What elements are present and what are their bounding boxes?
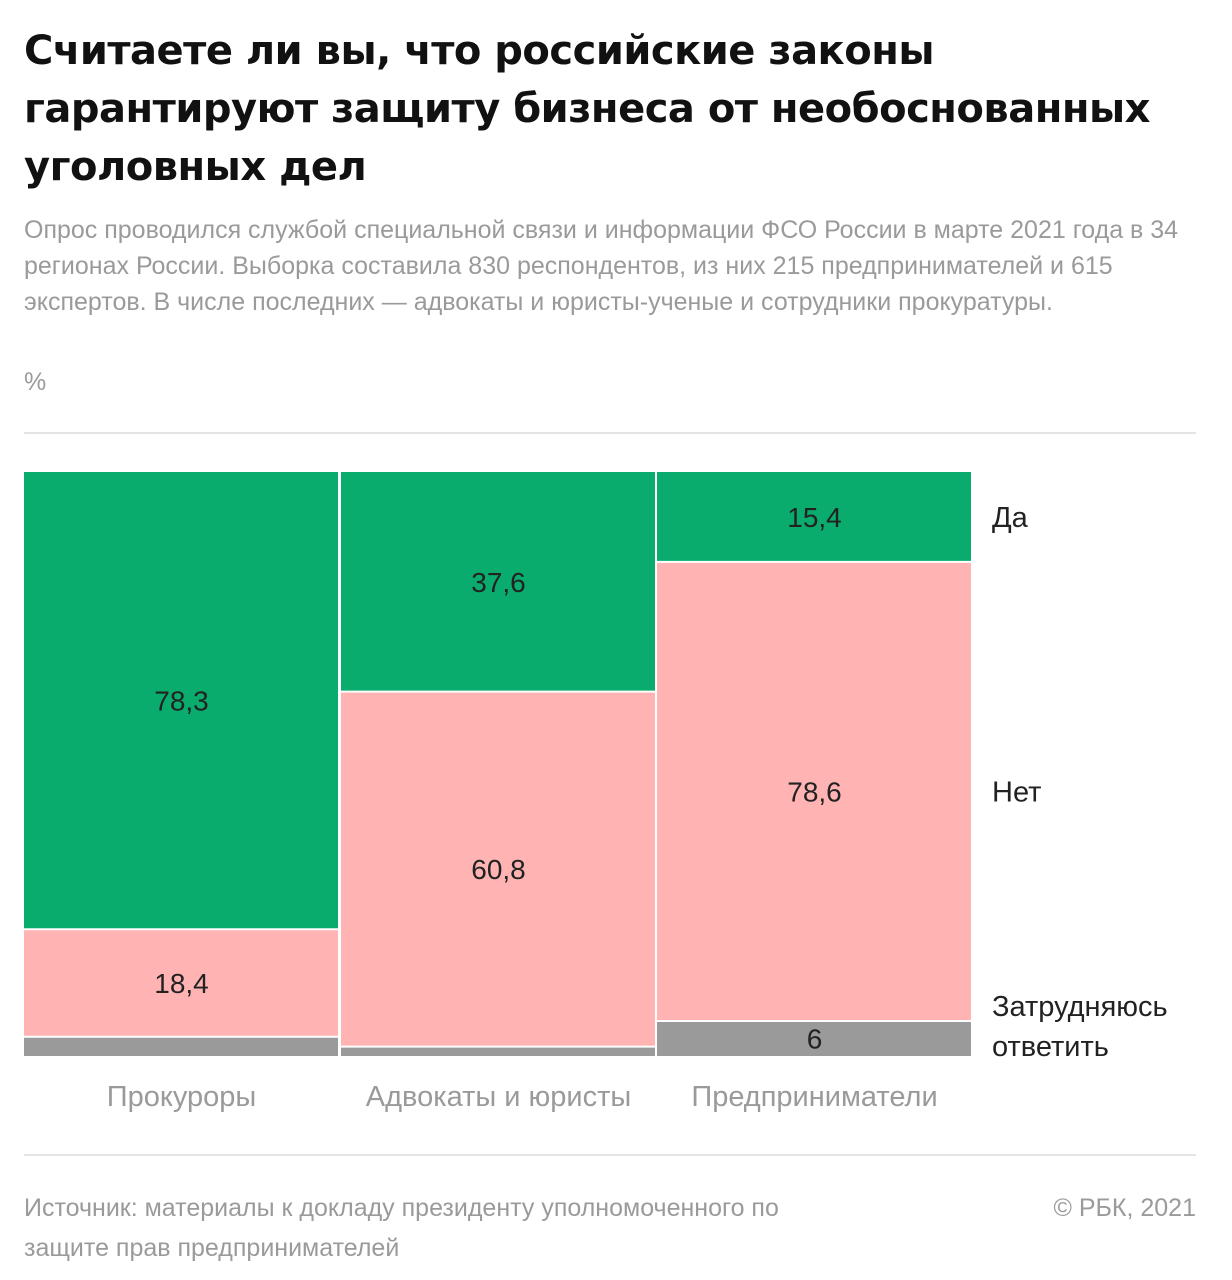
data-label: 78,3 (154, 686, 209, 717)
source-note: Источник: материалы к докладу президенту… (24, 1194, 779, 1262)
category-label: Прокуроры (107, 1081, 257, 1113)
category-label: Предприниматели (691, 1081, 937, 1113)
bar-2-1 (24, 929, 339, 1037)
bar-1-3 (657, 472, 972, 562)
unit-label: % (24, 368, 47, 396)
chart-title: Считаете ли вы, что российские законы га… (24, 28, 1150, 190)
chart-subtitle: Опрос проводился службой специальной свя… (24, 216, 1179, 316)
bar-1-2 (341, 472, 656, 692)
mosaic-chart: 78,3 18,4 Прокуроры 37,6 60,8 Адвокаты и юрис… (24, 472, 1168, 1113)
bar-3-1 (24, 1036, 339, 1056)
data-label: 37,6 (471, 567, 526, 598)
copyright: © РБК, 2021 (1053, 1194, 1196, 1222)
bar-2-2 (341, 691, 656, 1047)
data-label: 60,8 (471, 854, 526, 885)
data-label: 78,6 (787, 776, 842, 807)
bar-3-3 (657, 1020, 972, 1056)
data-label: 6 (807, 1023, 823, 1054)
bar-3-2 (341, 1046, 656, 1056)
top-divider (24, 432, 1196, 434)
bottom-divider (24, 1154, 1196, 1156)
legend-label: Затрудняюсь ответить (992, 991, 1168, 1063)
data-label: 18,4 (154, 968, 209, 999)
category-label: Адвокаты и юристы (366, 1081, 631, 1113)
bar-1-1 (24, 472, 339, 930)
data-label: 15,4 (787, 502, 842, 533)
legend-label: Нет (992, 776, 1041, 808)
bar-2-3 (657, 561, 972, 1021)
legend-label: Да (992, 502, 1029, 534)
